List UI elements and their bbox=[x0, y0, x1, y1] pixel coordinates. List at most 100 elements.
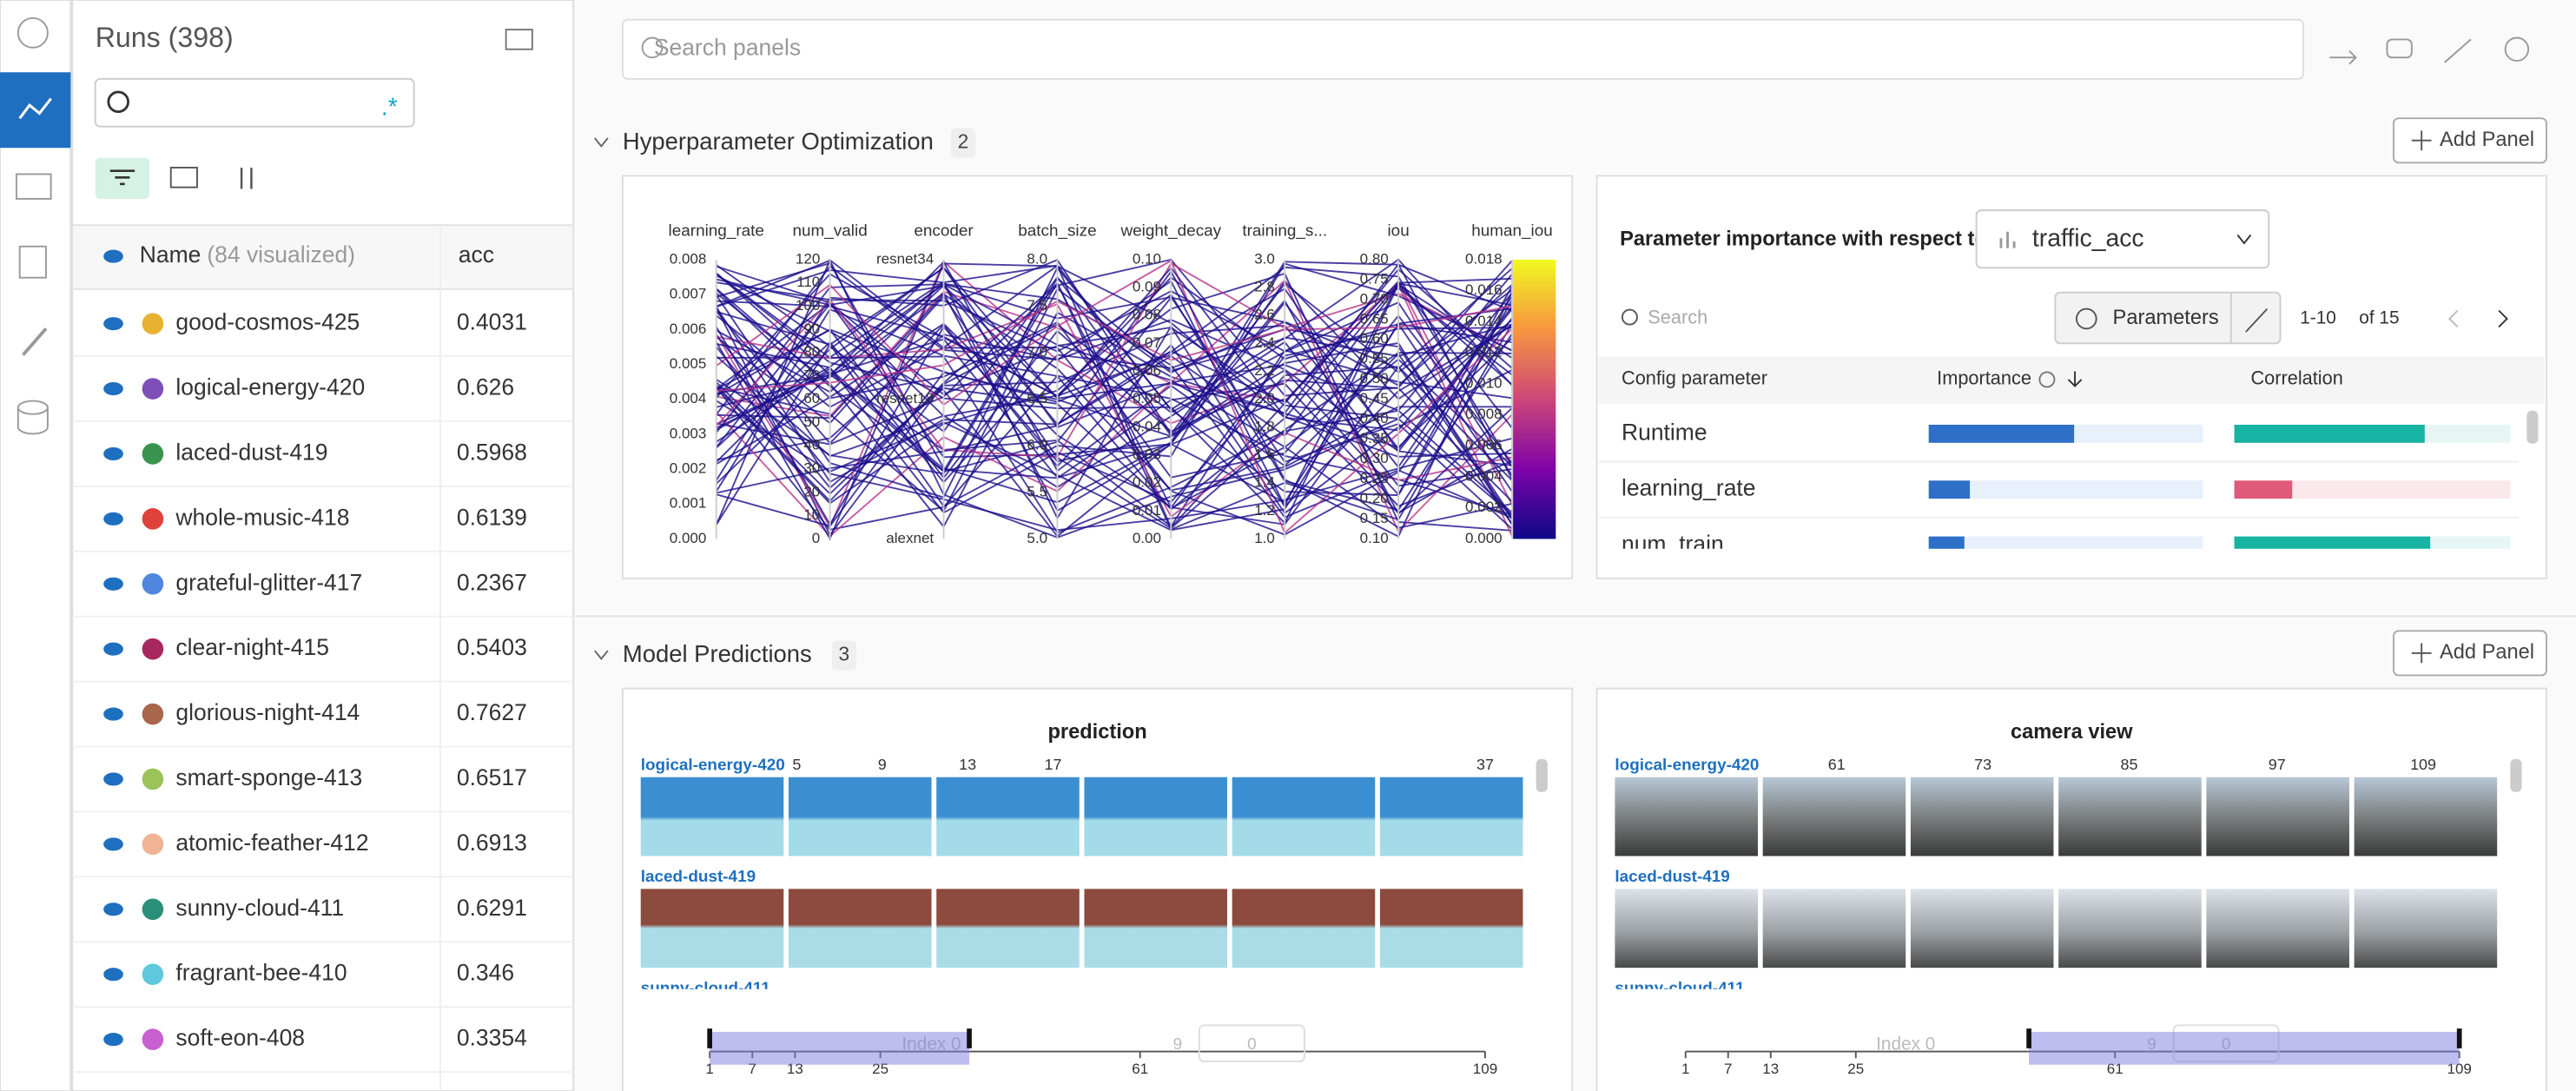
visibility-toggle[interactable] bbox=[103, 1033, 123, 1047]
media-image bbox=[1232, 777, 1376, 856]
axis-tick-label: 2.2 bbox=[1254, 362, 1275, 379]
slider-tick-label: 7 bbox=[1724, 1061, 1732, 1077]
run-line bbox=[716, 322, 1513, 526]
run-line bbox=[716, 301, 1513, 420]
run-label: laced-dust-419 bbox=[1615, 868, 1729, 886]
prev-page[interactable] bbox=[2447, 309, 2459, 328]
collapse-chevron[interactable] bbox=[594, 137, 609, 148]
run-line bbox=[715, 282, 1513, 511]
slider-handle[interactable] bbox=[967, 1028, 972, 1048]
chart-icon[interactable] bbox=[18, 97, 52, 120]
slider-handle[interactable] bbox=[2456, 1028, 2462, 1048]
run-color bbox=[142, 508, 164, 530]
axis-tick-label: 0.55 bbox=[1360, 350, 1389, 367]
axis-tick-label: 0.70 bbox=[1360, 290, 1389, 307]
pagination: 1-10 bbox=[2300, 307, 2336, 327]
run-line bbox=[716, 272, 1513, 528]
collapse-chevron[interactable] bbox=[594, 650, 609, 661]
visibility-toggle[interactable] bbox=[103, 446, 123, 461]
run-metric: 0.6291 bbox=[457, 895, 527, 921]
run-metric: 0.6139 bbox=[457, 504, 527, 530]
axis-tick-label: 0.04 bbox=[1133, 418, 1161, 434]
regex-toggle[interactable]: .* bbox=[381, 93, 398, 121]
visibility-toggle[interactable] bbox=[103, 249, 123, 263]
run-name: clear-night-415 bbox=[175, 634, 329, 660]
axis-tick-label: 0.008 bbox=[670, 250, 707, 267]
info-icon[interactable] bbox=[17, 17, 49, 49]
run-metric: 0.7627 bbox=[457, 699, 527, 725]
slider-range[interactable] bbox=[710, 1031, 970, 1065]
step-label: 13 bbox=[959, 756, 976, 773]
axis-tick-label: 120 bbox=[796, 250, 820, 267]
run-line bbox=[716, 269, 1513, 538]
run-name: grateful-glitter-417 bbox=[175, 569, 362, 595]
visibility-toggle[interactable] bbox=[103, 512, 123, 526]
slider-tick-label: 109 bbox=[1473, 1061, 1497, 1077]
name-header[interactable]: Name bbox=[140, 241, 201, 268]
visibility-toggle[interactable] bbox=[103, 642, 123, 656]
axis-tick-label: 0.007 bbox=[670, 286, 707, 302]
axis-tick-label: 70 bbox=[803, 367, 820, 383]
panel-search[interactable] bbox=[621, 18, 2304, 80]
axis-label: training_s... bbox=[1242, 222, 1327, 241]
visibility-toggle[interactable] bbox=[103, 968, 123, 982]
wand-icon[interactable] bbox=[2245, 307, 2269, 333]
axis-tick-label: 7.0 bbox=[1027, 344, 1047, 360]
metric-header[interactable]: acc bbox=[459, 241, 494, 268]
run-line bbox=[716, 264, 1513, 526]
visibility-toggle[interactable] bbox=[103, 837, 123, 851]
visibility-toggle[interactable] bbox=[103, 903, 123, 916]
axis-tick-label: 0.08 bbox=[1133, 307, 1161, 323]
add-panel-button[interactable] bbox=[2393, 117, 2547, 164]
axis-tick-label: 0.35 bbox=[1360, 430, 1389, 446]
add-panel-label: Add Panel bbox=[2440, 641, 2534, 664]
runs-title: Runs (398) bbox=[96, 22, 234, 53]
axis-tick-label: 0.01 bbox=[1133, 502, 1161, 519]
slider-handle[interactable] bbox=[2026, 1028, 2031, 1048]
db-icon[interactable] bbox=[17, 407, 49, 435]
report-icon[interactable] bbox=[18, 245, 47, 279]
visibility-toggle[interactable] bbox=[103, 772, 123, 786]
visibility-toggle[interactable] bbox=[103, 577, 123, 591]
group-button[interactable] bbox=[169, 166, 198, 188]
metric-dropdown[interactable] bbox=[1975, 209, 2270, 269]
run-name: sunny-cloud-411 bbox=[175, 895, 344, 921]
axis-tick-label: 0.50 bbox=[1360, 370, 1389, 387]
run-line bbox=[716, 282, 1513, 510]
next-page[interactable] bbox=[2498, 309, 2508, 328]
axis-label: weight_decay bbox=[1120, 222, 1222, 241]
run-color bbox=[142, 572, 164, 595]
correlation-track bbox=[2234, 480, 2511, 499]
visibility-toggle[interactable] bbox=[103, 317, 123, 331]
axis-tick-label: 10 bbox=[803, 506, 820, 523]
run-line bbox=[716, 294, 1513, 530]
toolbar-icons[interactable] bbox=[2329, 36, 2530, 65]
slider-input[interactable] bbox=[1198, 1024, 1305, 1062]
visibility-toggle[interactable] bbox=[103, 707, 123, 721]
scrollbar bbox=[1536, 758, 1548, 792]
sort-button[interactable] bbox=[240, 167, 253, 189]
step-label: 109 bbox=[2410, 756, 2436, 773]
visibility-toggle[interactable] bbox=[103, 381, 123, 396]
axis-tick-label: 0.002 bbox=[1465, 499, 1503, 515]
axis-tick-label: 0.10 bbox=[1360, 530, 1389, 546]
panel-title: camera view bbox=[2011, 721, 2133, 744]
search-icon bbox=[1621, 308, 1638, 326]
brush-icon[interactable] bbox=[22, 327, 48, 356]
table-icon[interactable] bbox=[15, 173, 52, 200]
axis-tick-label: 0.65 bbox=[1360, 310, 1389, 327]
slider-range[interactable] bbox=[2029, 1031, 2460, 1065]
axis-tick-label: 1.8 bbox=[1254, 418, 1275, 434]
column-header: Importance bbox=[1937, 367, 2031, 389]
add-panel-label: Add Panel bbox=[2440, 129, 2534, 151]
slider-handle[interactable] bbox=[707, 1028, 713, 1048]
axis-tick-label: resnet34 bbox=[876, 250, 934, 267]
parallel-coordinates: learning_rate 0.008 0.007 0.006 0.005 0.004 0.… bbox=[669, 222, 1556, 546]
parameters-button[interactable] bbox=[2054, 291, 2282, 345]
table-toggle[interactable] bbox=[505, 29, 533, 50]
add-panel-button[interactable] bbox=[2393, 630, 2547, 677]
parameter-name: learning_rate bbox=[1622, 475, 1756, 501]
runs-search[interactable] bbox=[94, 77, 415, 128]
media-image bbox=[2354, 889, 2498, 969]
